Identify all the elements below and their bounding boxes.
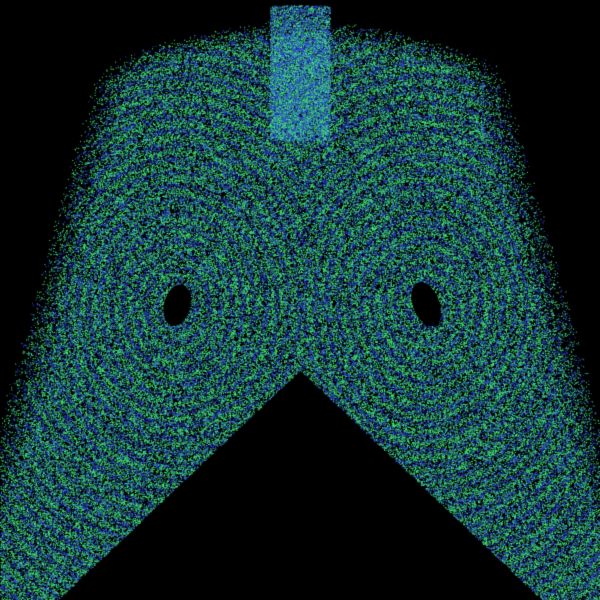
attractor-image <box>0 0 600 600</box>
attractor-point-cloud <box>0 0 600 600</box>
